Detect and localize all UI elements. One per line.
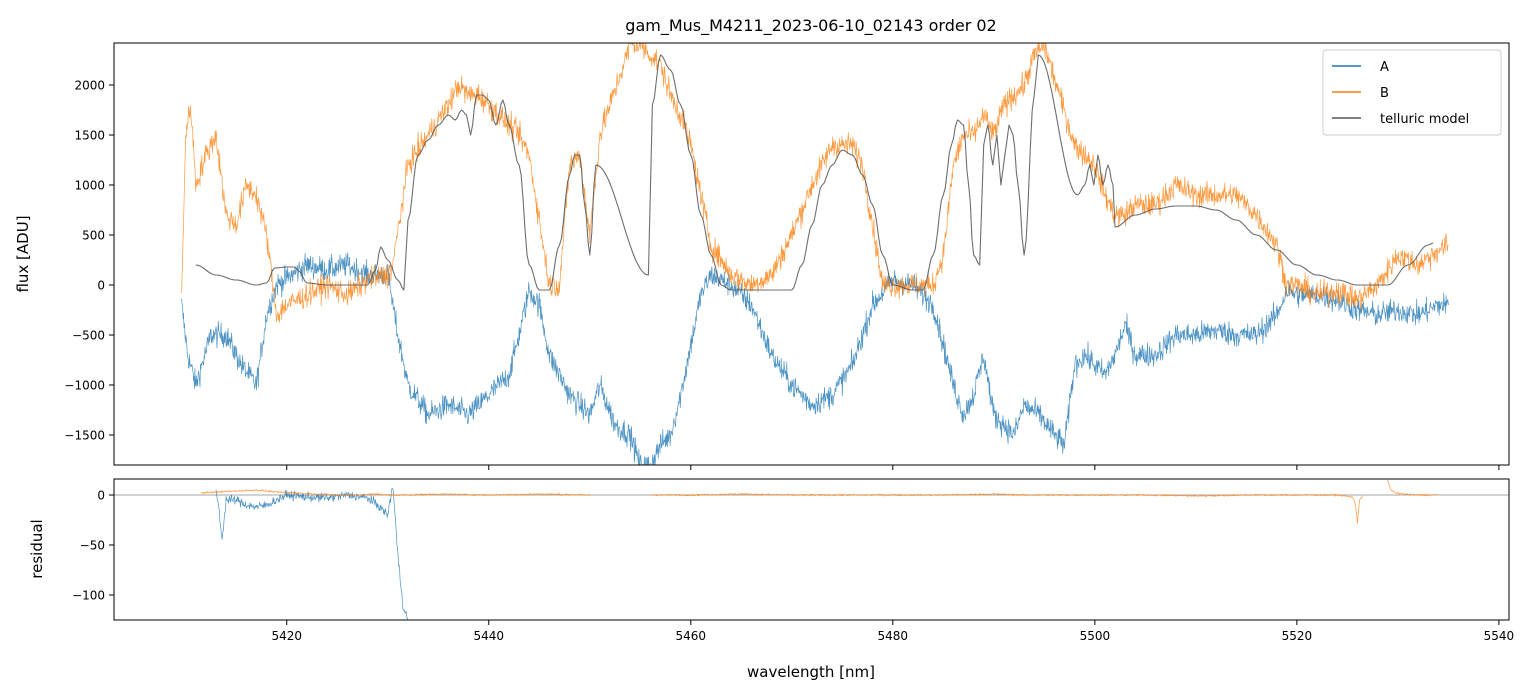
residual-y-tick-label: −100	[72, 589, 105, 603]
flux-y-tick-label: −1500	[64, 429, 105, 443]
residual-y-tick-label: −50	[80, 539, 105, 553]
legend-label-a: A	[1380, 60, 1389, 75]
flux-panel: −1500 −1000 −500 0 500 1000 1500 2000 flux [ADU…	[14, 42, 1510, 470]
legend: A B telluric model	[1322, 49, 1502, 136]
flux-series-group	[181, 43, 1449, 465]
residual-series-group	[114, 479, 1509, 620]
legend-frame	[1322, 49, 1502, 136]
flux-series-a	[181, 252, 1449, 465]
residual-x-tick-label: 5480	[878, 629, 909, 643]
residual-panel: −100 −50 0 5420 5440 5460 5480 5500 5520 5540 re…	[28, 478, 1514, 681]
residual-y-axis-label: residual	[28, 519, 46, 578]
flux-series-b	[181, 43, 1449, 323]
x-axis-label: wavelength [nm]	[747, 663, 875, 681]
legend-label-b: B	[1380, 86, 1389, 101]
residual-x-tick-label: 5420	[271, 629, 302, 643]
flux-y-tick-label: −1000	[64, 379, 105, 393]
residual-series-b	[200, 479, 1439, 524]
flux-axes-frame	[113, 42, 1510, 466]
flux-y-tick-label: −500	[72, 329, 105, 343]
residual-y-tick-label: 0	[97, 489, 105, 503]
flux-y-tick-label: 1000	[74, 179, 105, 193]
residual-x-tick-label: 5440	[473, 629, 504, 643]
residual-x-ticks: 5420 5440 5460 5480 5500 5520 5540	[271, 620, 1514, 643]
flux-y-tick-label: 500	[82, 229, 105, 243]
flux-x-ticks	[286, 465, 1500, 470]
flux-y-ticks: −1500 −1000 −500 0 500 1000 1500 2000	[64, 79, 114, 443]
flux-series-telluric-model	[195, 54, 1434, 291]
chart-title: gam_Mus_M4211_2023-06-10_02143 order 02	[625, 16, 996, 36]
residual-x-tick-label: 5540	[1484, 629, 1515, 643]
flux-y-tick-label: 2000	[74, 79, 105, 93]
residual-x-tick-label: 5520	[1282, 629, 1313, 643]
flux-y-axis-label: flux [ADU]	[14, 215, 32, 292]
residual-y-ticks: −100 −50 0	[72, 489, 114, 603]
flux-y-tick-label: 1500	[74, 129, 105, 143]
residual-x-tick-label: 5500	[1080, 629, 1111, 643]
flux-y-tick-label: 0	[97, 279, 105, 293]
legend-label-telluric: telluric model	[1380, 112, 1469, 127]
residual-series-a	[215, 487, 409, 620]
residual-x-tick-label: 5460	[676, 629, 707, 643]
residual-axes-frame	[113, 478, 1510, 621]
